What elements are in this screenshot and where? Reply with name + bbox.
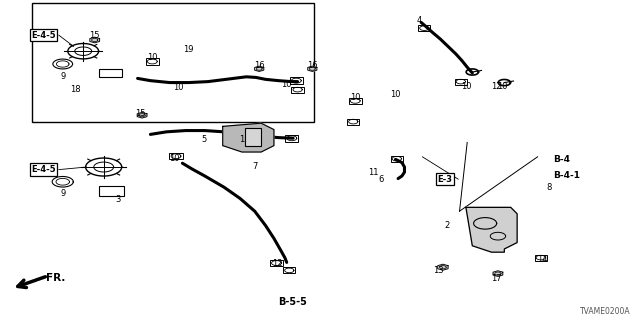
Text: 18: 18 bbox=[70, 85, 81, 94]
Text: 9: 9 bbox=[60, 72, 65, 81]
Text: 4: 4 bbox=[417, 16, 422, 25]
Bar bbox=[291, 86, 304, 93]
Text: 19: 19 bbox=[184, 45, 194, 54]
Polygon shape bbox=[466, 207, 517, 252]
Text: 10: 10 bbox=[173, 84, 183, 92]
Text: 11: 11 bbox=[368, 168, 378, 177]
Text: E-4-5: E-4-5 bbox=[31, 31, 56, 40]
Text: 10: 10 bbox=[350, 93, 360, 102]
Text: 13: 13 bbox=[433, 266, 444, 275]
Text: 1: 1 bbox=[239, 135, 244, 144]
Text: B-4: B-4 bbox=[554, 156, 571, 164]
Polygon shape bbox=[438, 264, 448, 270]
Bar bbox=[99, 69, 122, 77]
Bar bbox=[454, 78, 467, 85]
Polygon shape bbox=[90, 37, 100, 43]
Text: 12: 12 bbox=[491, 82, 501, 91]
Text: E-4-5: E-4-5 bbox=[31, 165, 56, 174]
Text: B-4-1: B-4-1 bbox=[554, 172, 580, 180]
Bar bbox=[270, 260, 283, 266]
Bar bbox=[146, 58, 159, 65]
Text: B-5-5: B-5-5 bbox=[278, 297, 307, 308]
Bar bbox=[285, 135, 298, 141]
Text: FR.: FR. bbox=[46, 273, 65, 284]
Text: 8: 8 bbox=[547, 183, 552, 192]
Text: 10: 10 bbox=[169, 154, 179, 163]
Text: 16: 16 bbox=[307, 61, 317, 70]
Bar bbox=[349, 98, 362, 104]
Text: 7: 7 bbox=[252, 162, 257, 171]
Bar bbox=[347, 118, 360, 125]
Bar bbox=[534, 254, 547, 261]
Polygon shape bbox=[308, 66, 317, 71]
Bar bbox=[99, 186, 124, 196]
Bar bbox=[170, 153, 182, 159]
Text: 3: 3 bbox=[116, 196, 121, 204]
Polygon shape bbox=[223, 123, 274, 152]
Text: 16: 16 bbox=[254, 61, 264, 70]
Text: 10: 10 bbox=[147, 53, 157, 62]
Text: 10: 10 bbox=[497, 82, 508, 91]
Text: 10: 10 bbox=[461, 82, 471, 91]
Text: 2: 2 bbox=[444, 221, 449, 230]
Bar bbox=[290, 77, 303, 84]
Bar bbox=[32, 3, 314, 122]
Text: 5: 5 bbox=[201, 135, 206, 144]
Bar bbox=[245, 128, 261, 146]
Text: 10: 10 bbox=[390, 90, 401, 99]
Polygon shape bbox=[255, 66, 264, 71]
Text: 9: 9 bbox=[60, 189, 65, 198]
Polygon shape bbox=[137, 112, 147, 118]
Text: 17: 17 bbox=[491, 274, 501, 283]
Text: 10: 10 bbox=[282, 80, 292, 89]
Text: 15: 15 bbox=[136, 109, 146, 118]
Text: 12: 12 bbox=[272, 260, 282, 268]
Bar bbox=[390, 156, 403, 162]
Text: TVAME0200A: TVAME0200A bbox=[580, 307, 630, 316]
Text: 15: 15 bbox=[90, 31, 100, 40]
Text: E-3: E-3 bbox=[437, 175, 452, 184]
Bar bbox=[283, 267, 296, 274]
Bar bbox=[418, 25, 431, 31]
Text: 6: 6 bbox=[378, 175, 383, 184]
Text: 14: 14 bbox=[538, 255, 548, 264]
Polygon shape bbox=[493, 271, 503, 276]
